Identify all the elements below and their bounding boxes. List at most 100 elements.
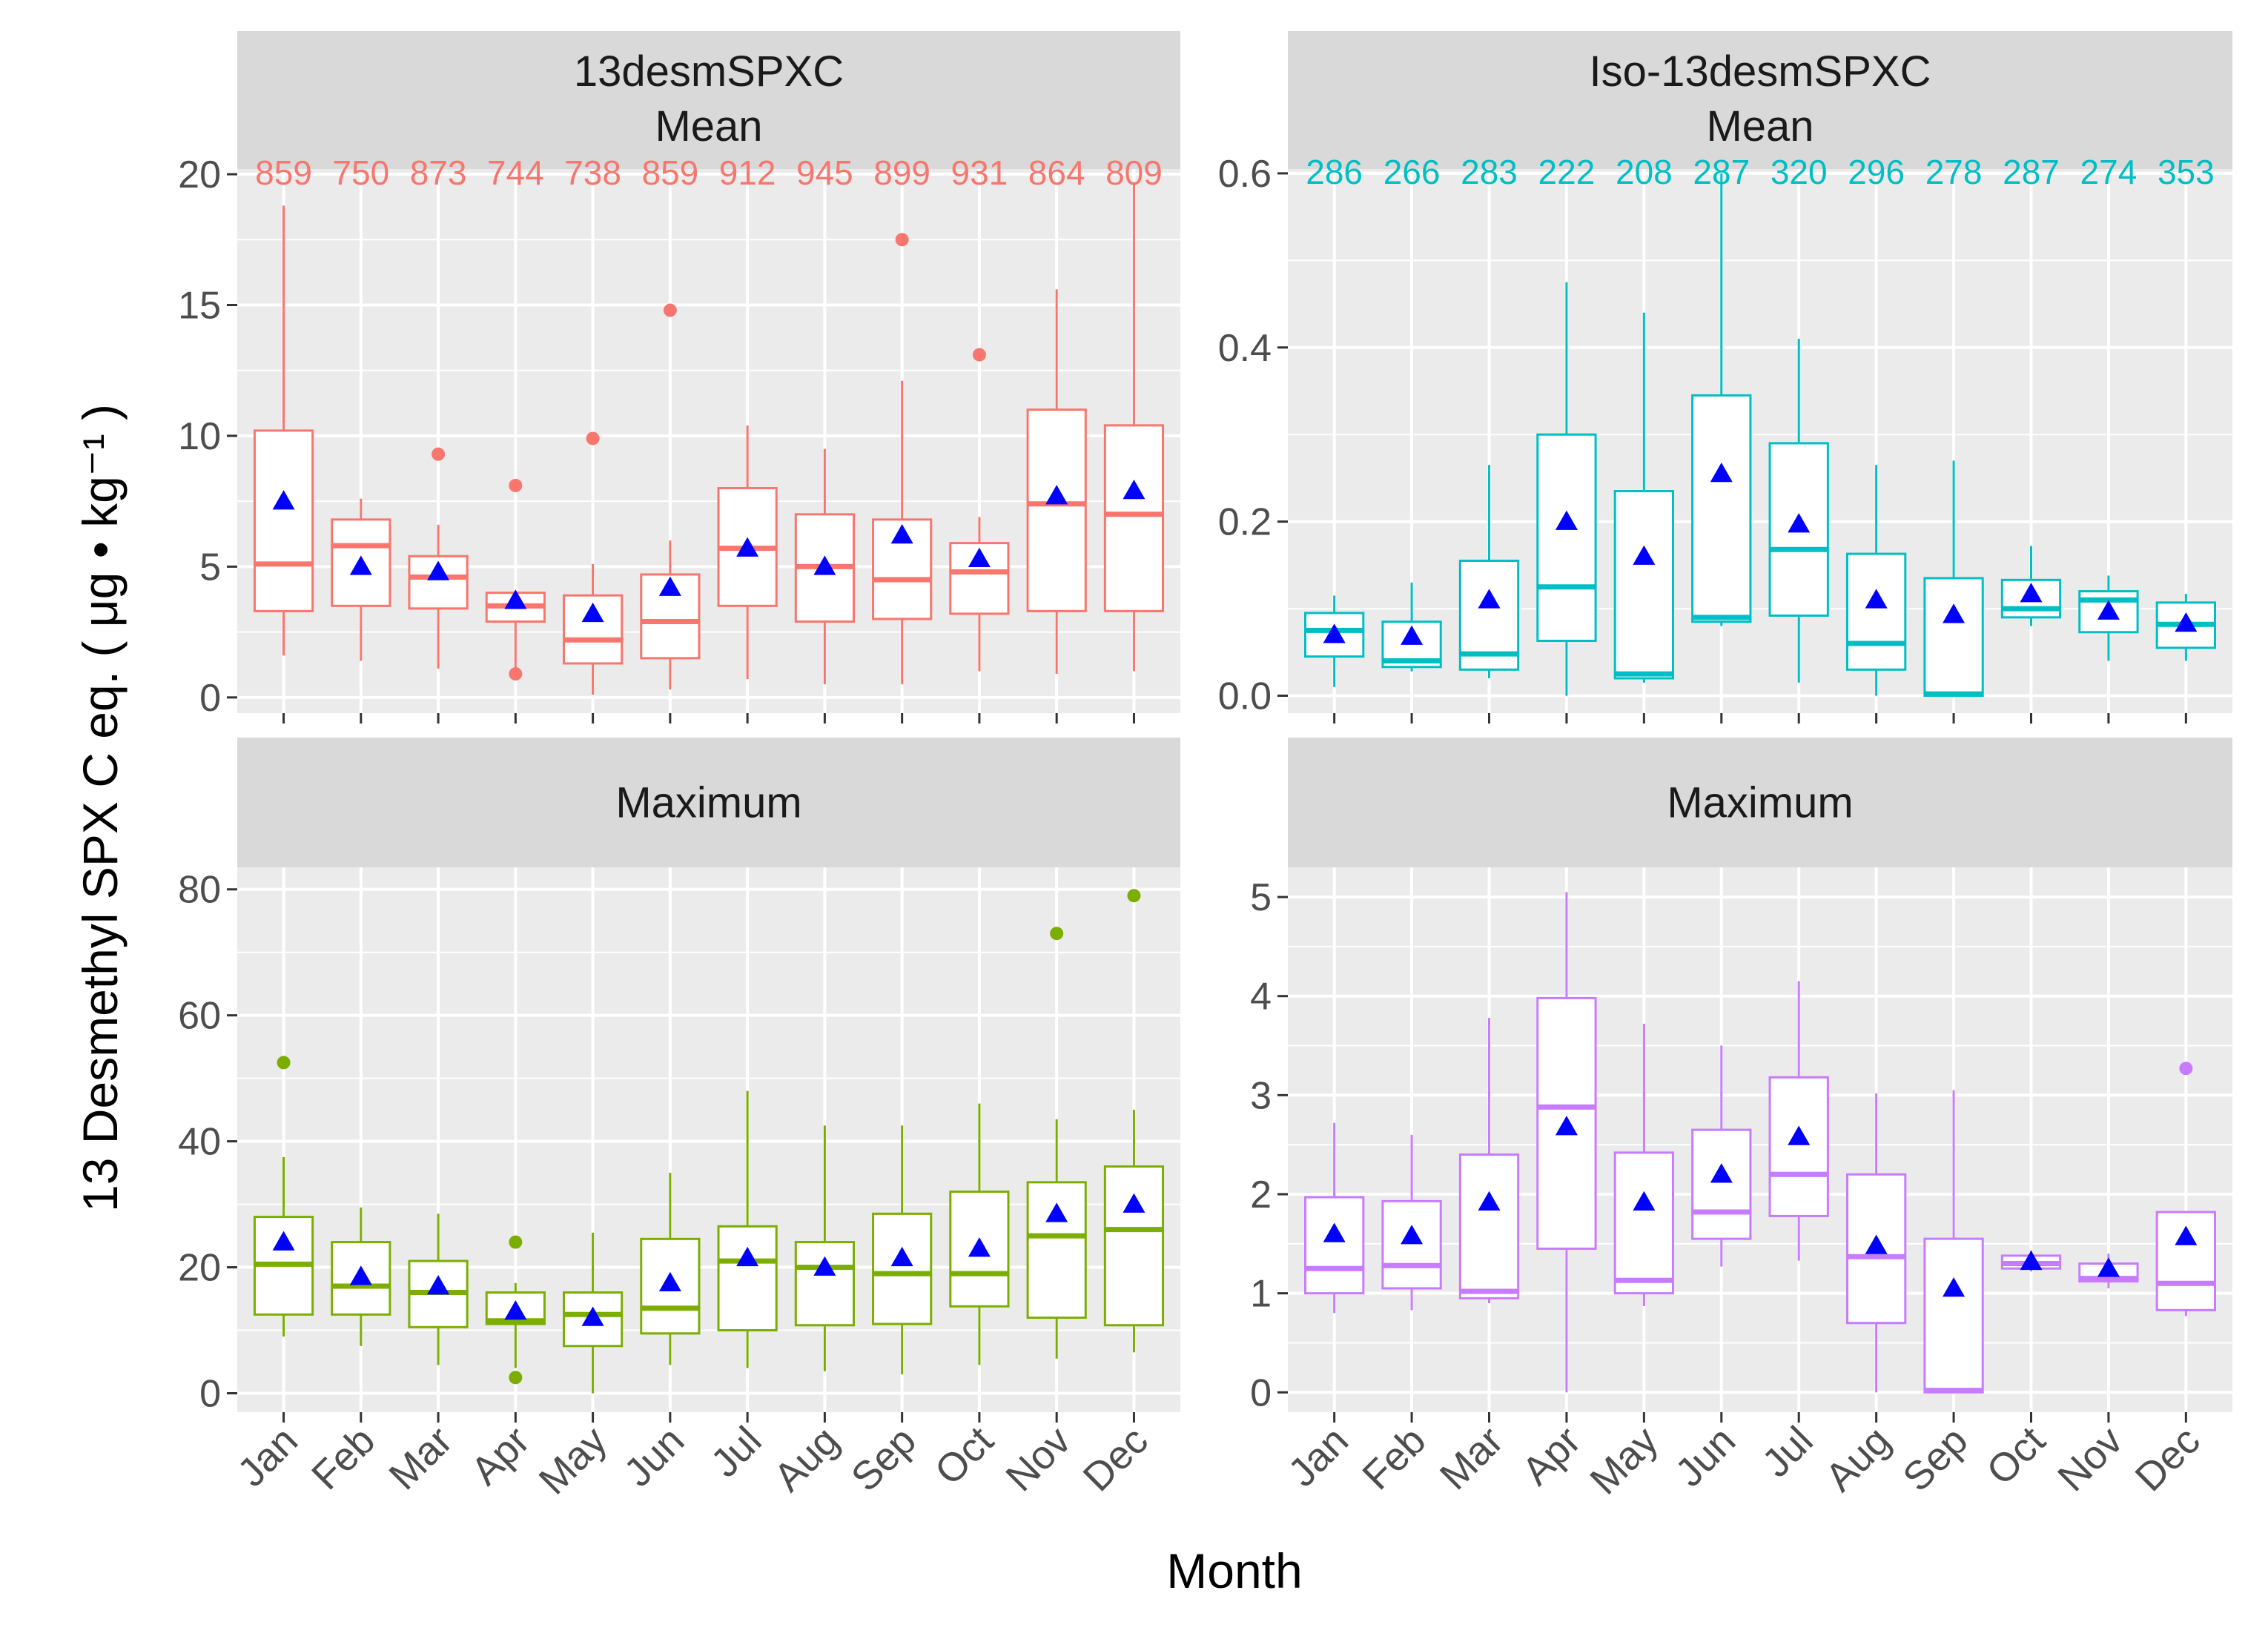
count-label: 278 bbox=[1925, 153, 1983, 191]
count-label: 859 bbox=[641, 153, 698, 192]
mean-marker bbox=[1555, 510, 1578, 530]
box-nov bbox=[2078, 575, 2139, 661]
count-label: 931 bbox=[951, 153, 1008, 192]
outlier-point bbox=[277, 1056, 291, 1070]
box-iqr bbox=[1613, 1151, 1675, 1295]
mean-marker bbox=[1633, 545, 1656, 565]
y-tick-label: 4 bbox=[1250, 976, 1272, 1019]
count-label: 744 bbox=[487, 153, 544, 192]
facet-strip-label: Mean bbox=[655, 102, 762, 150]
box-jan bbox=[253, 1056, 314, 1337]
y-tick-label: 0.2 bbox=[1218, 501, 1272, 544]
box-sep bbox=[872, 1125, 933, 1375]
outlier-point bbox=[1127, 889, 1141, 903]
box-iqr bbox=[1691, 394, 1752, 623]
box-iqr bbox=[872, 1212, 933, 1325]
mean-marker bbox=[2175, 1225, 2198, 1245]
box-jan bbox=[1303, 595, 1365, 687]
box-jul bbox=[1768, 981, 1829, 1261]
box-aug bbox=[794, 1125, 855, 1371]
box-oct bbox=[949, 1103, 1010, 1365]
outlier-point bbox=[509, 667, 523, 681]
mean-marker bbox=[890, 1246, 913, 1267]
y-tick-label: 5 bbox=[199, 546, 221, 589]
facet-panel-1: 13desmSPXC Mean 0 5 10 15 20 859 750 873 744 738 859… bbox=[178, 31, 1180, 724]
count-label: 222 bbox=[1538, 153, 1596, 191]
box-dec bbox=[1103, 182, 1165, 672]
box-iqr bbox=[1845, 552, 1907, 671]
box-aug bbox=[1845, 1093, 1907, 1393]
mean-marker bbox=[813, 1256, 836, 1276]
count-label: 809 bbox=[1105, 153, 1163, 192]
box-feb bbox=[331, 1207, 391, 1346]
y-tick-label: 0.6 bbox=[1218, 153, 1272, 196]
count-label: 859 bbox=[255, 153, 312, 192]
count-label: 320 bbox=[1771, 153, 1828, 191]
count-label: 873 bbox=[410, 153, 467, 192]
y-tick-label: 0 bbox=[1250, 1371, 1272, 1414]
count-label: 208 bbox=[1616, 153, 1673, 191]
box-may bbox=[1613, 1024, 1675, 1307]
facet-strip bbox=[1288, 738, 2232, 867]
box-iqr bbox=[1026, 1181, 1087, 1320]
box-iqr bbox=[408, 554, 469, 610]
facet-strip-label: 13desmSPXC bbox=[574, 47, 844, 96]
box-dec bbox=[2155, 1062, 2217, 1317]
mean-marker bbox=[581, 1306, 604, 1326]
y-tick-label: 5 bbox=[1250, 876, 1272, 919]
outlier-point bbox=[432, 447, 446, 461]
outlier-point bbox=[1050, 927, 1064, 941]
box-apr bbox=[1536, 282, 1597, 696]
y-tick-label: 1 bbox=[1250, 1273, 1272, 1316]
mean-marker bbox=[1401, 625, 1424, 645]
outlier-point bbox=[509, 478, 523, 492]
box-iqr bbox=[1923, 1237, 1984, 1394]
y-tick-label: 80 bbox=[178, 869, 221, 912]
mean-marker bbox=[890, 524, 913, 544]
facet-strip bbox=[1288, 31, 2232, 169]
panel-background bbox=[237, 867, 1180, 1412]
y-tick-label: 0 bbox=[199, 1373, 221, 1416]
mean-marker bbox=[1865, 1234, 1888, 1254]
box-iqr bbox=[563, 1291, 624, 1348]
mean-marker bbox=[1943, 603, 1966, 623]
box-apr bbox=[485, 1235, 546, 1385]
mean-marker bbox=[427, 560, 450, 580]
mean-marker bbox=[968, 1237, 991, 1257]
mean-marker bbox=[1943, 1277, 1966, 1297]
box-mar bbox=[1458, 465, 1520, 679]
box-jun bbox=[640, 1173, 701, 1365]
box-may bbox=[563, 1232, 624, 1394]
box-jul bbox=[1768, 339, 1829, 683]
box-iqr bbox=[1613, 490, 1675, 680]
box-apr bbox=[1536, 892, 1597, 1393]
mean-marker bbox=[349, 1265, 372, 1285]
box-jun bbox=[1691, 173, 1752, 626]
mean-marker bbox=[1045, 1202, 1068, 1222]
box-oct bbox=[949, 348, 1010, 672]
mean-marker bbox=[813, 555, 836, 575]
box-iqr bbox=[1691, 1128, 1752, 1240]
y-axis-title: 13 Desmethyl SPX C eq. ( μg • kg⁻¹ ) bbox=[73, 404, 128, 1212]
box-apr bbox=[485, 478, 546, 681]
mean-marker bbox=[1123, 1193, 1145, 1213]
count-label: 266 bbox=[1383, 153, 1441, 191]
box-iqr bbox=[253, 429, 314, 612]
count-label: 286 bbox=[1306, 153, 1363, 191]
box-iqr bbox=[1923, 577, 1984, 698]
mean-marker bbox=[1045, 485, 1068, 505]
panel-background bbox=[1288, 867, 2232, 1412]
box-sep bbox=[872, 233, 933, 685]
box-iqr bbox=[1458, 1153, 1520, 1299]
box-jun bbox=[640, 303, 701, 690]
outlier-point bbox=[509, 1235, 523, 1249]
x-axis-title: Month bbox=[1166, 1543, 1302, 1598]
y-tick-label: 15 bbox=[178, 285, 221, 328]
mean-marker bbox=[349, 555, 372, 575]
count-label: 945 bbox=[796, 153, 853, 192]
box-jul bbox=[717, 1090, 778, 1368]
count-label: 750 bbox=[332, 153, 389, 192]
facet-panel-2: Iso-13desmSPXC Mean 0.0 0.2 0.4 0.6 286 266 283 2… bbox=[1218, 31, 2232, 724]
facet-strip bbox=[237, 31, 1180, 169]
